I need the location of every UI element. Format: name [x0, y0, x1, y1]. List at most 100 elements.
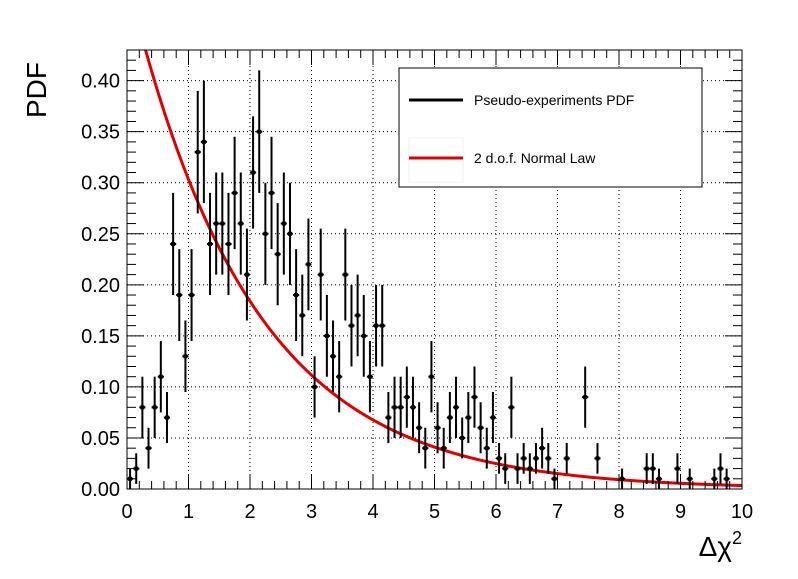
point-marker — [195, 150, 200, 155]
point-marker — [447, 415, 452, 420]
point-marker — [171, 241, 176, 246]
x-tick-label: 5 — [429, 501, 440, 523]
data-point — [317, 228, 324, 321]
x-tick-label: 9 — [675, 501, 686, 523]
data-point — [514, 453, 521, 484]
point-marker — [226, 241, 231, 246]
point-marker — [312, 384, 317, 389]
y-tick-label: 0.25 — [81, 224, 120, 246]
y-tick-label: 0.05 — [81, 428, 120, 450]
data-point — [477, 402, 484, 454]
point-marker — [287, 231, 292, 236]
point-marker — [220, 221, 225, 226]
point-marker — [454, 405, 459, 410]
point-marker — [484, 446, 489, 451]
x-tick-label: 0 — [121, 501, 132, 523]
point-marker — [331, 354, 336, 359]
data-point — [711, 468, 718, 489]
point-marker — [343, 272, 348, 277]
x-tick-label: 10 — [731, 501, 753, 523]
data-point — [649, 453, 656, 484]
point-marker — [404, 395, 409, 400]
data-point — [286, 182, 294, 285]
point-marker — [515, 466, 520, 471]
y-tick-label: 0.30 — [81, 173, 120, 195]
y-tick-label: 0.00 — [81, 479, 120, 501]
point-marker — [152, 405, 157, 410]
data-point — [348, 284, 355, 367]
point-marker — [497, 456, 502, 461]
data-point — [643, 453, 650, 484]
point-marker — [435, 425, 440, 430]
data-point — [594, 443, 601, 474]
point-marker — [238, 221, 243, 226]
data-point — [250, 116, 257, 229]
point-marker — [251, 170, 256, 175]
point-marker — [324, 333, 329, 338]
data-point — [268, 136, 275, 250]
point-marker — [656, 476, 661, 481]
data-point — [502, 453, 509, 484]
point-marker — [269, 190, 274, 195]
data-point — [422, 427, 429, 469]
point-marker — [718, 466, 723, 471]
point-marker — [355, 313, 360, 318]
point-marker — [164, 415, 169, 420]
legend-swatch-frame — [408, 137, 464, 183]
data-point — [391, 376, 398, 438]
data-point — [520, 443, 527, 474]
data-point — [336, 340, 343, 413]
data-point — [200, 80, 207, 204]
point-marker — [429, 374, 434, 379]
data-point — [188, 249, 195, 341]
x-tick-label: 2 — [244, 501, 255, 523]
point-marker — [410, 405, 415, 410]
legend-label-normal-law: 2 d.o.f. Normal Law — [474, 150, 596, 166]
point-marker — [232, 190, 237, 195]
point-marker — [620, 476, 625, 481]
point-marker — [374, 323, 379, 328]
x-tick-label: 8 — [613, 501, 624, 523]
point-marker — [509, 405, 514, 410]
data-point — [465, 392, 472, 444]
x-tick-label: 6 — [490, 501, 501, 523]
data-point — [262, 182, 269, 285]
data-point — [274, 203, 281, 306]
point-marker — [503, 466, 508, 471]
data-point — [293, 249, 300, 341]
data-point — [299, 274, 306, 357]
point-marker — [423, 446, 428, 451]
data-point — [403, 366, 410, 428]
data-point — [551, 468, 558, 489]
data-point — [379, 284, 386, 367]
point-marker — [134, 466, 139, 471]
point-marker — [417, 425, 422, 430]
point-marker — [244, 272, 249, 277]
point-marker — [306, 262, 311, 267]
y-tick-label: 0.20 — [81, 275, 120, 297]
axis-ticks — [126, 49, 743, 490]
data-point — [619, 468, 626, 489]
point-marker — [552, 476, 557, 481]
data-point — [163, 392, 171, 444]
point-marker — [294, 293, 299, 298]
x-axis-title-superscript: 2 — [732, 528, 742, 548]
data-point — [723, 468, 730, 489]
data-point — [385, 392, 392, 444]
data-points — [127, 70, 730, 489]
point-marker — [712, 476, 717, 481]
x-tick-label: 3 — [306, 501, 317, 523]
point-marker — [650, 466, 655, 471]
y-tick-label: 0.40 — [81, 71, 120, 93]
tick-labels: 0 1 2 3 4 5 6 7 8 9 10 0.00 0.05 0.10 0.15 0.20 0.25 0.30… — [81, 71, 753, 523]
point-marker — [533, 456, 538, 461]
data-point — [674, 453, 681, 484]
legend-box — [398, 67, 703, 188]
data-point — [213, 172, 220, 275]
point-marker — [490, 415, 495, 420]
data-point — [428, 340, 435, 413]
point-marker — [349, 323, 354, 328]
point-marker — [460, 435, 465, 440]
data-point — [686, 468, 693, 489]
